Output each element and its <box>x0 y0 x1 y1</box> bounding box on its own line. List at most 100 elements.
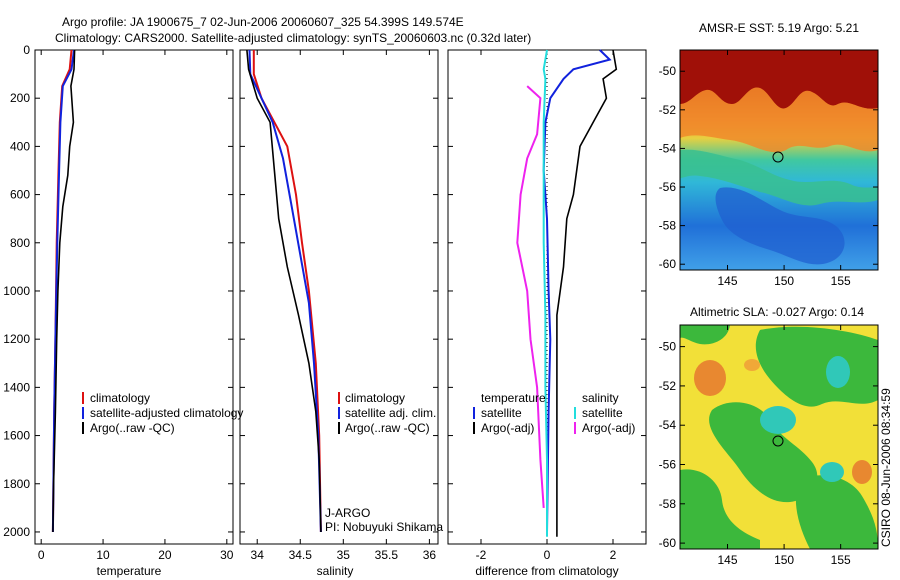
difference-xlabel: difference from climatology <box>475 564 618 578</box>
y-tick-label: -56 <box>659 458 677 472</box>
y-tick-label: 1600 <box>3 429 30 443</box>
x-tick-label: 34 <box>251 548 265 562</box>
salinity-blue-line <box>248 49 322 533</box>
float-program-label: J-ARGO <box>325 506 370 520</box>
y-tick-label: -60 <box>659 257 677 271</box>
sla-map-axes: 145 150 155 -50 -52 -54 -56 -58 -60 <box>659 325 878 567</box>
y-tick-label: 800 <box>10 236 30 250</box>
y-tick-label: 1800 <box>3 477 30 491</box>
legend-entry: satellite <box>481 406 522 420</box>
temperature-xlabel: temperature <box>97 564 162 578</box>
x-tick-label: 35 <box>337 548 351 562</box>
legend-entry: satellite adj. clim. <box>345 406 436 420</box>
y-tick-label: 400 <box>10 139 30 153</box>
salinity-black-line <box>246 49 322 533</box>
y-tick-label: 0 <box>23 43 30 57</box>
argo-position-marker <box>772 435 784 447</box>
sst-map-axes: 145 150 155 -50 -52 -54 -56 -58 -60 <box>659 50 878 288</box>
x-tick-label: 155 <box>831 553 851 567</box>
y-tick-label: 1200 <box>3 332 30 346</box>
sst-map-frame <box>679 49 879 271</box>
x-tick-label: 30 <box>220 548 234 562</box>
legend-entry: Argo(..raw -QC) <box>345 421 430 435</box>
sla-green-patch <box>680 469 760 549</box>
sla-map <box>680 325 878 549</box>
y-tick-label: -60 <box>659 536 677 550</box>
sla-green-patch <box>680 325 730 345</box>
x-tick-label: 20 <box>158 548 172 562</box>
legend-entry: Argo(-adj) <box>481 421 534 435</box>
sla-orange-eddy <box>694 360 726 396</box>
salinity-legend: climatology satellite adj. clim. Argo(..… <box>325 391 443 534</box>
x-tick-label: 155 <box>831 274 851 288</box>
sst-warm-front <box>680 50 878 109</box>
x-tick-label: 150 <box>774 553 794 567</box>
sla-cyan-eddy <box>820 462 844 482</box>
figure-title-line1: Argo profile: JA 1900675_7 02-Jun-2006 2… <box>62 15 464 29</box>
sla-green-patch <box>755 326 878 407</box>
argo-position-marker <box>772 151 784 163</box>
y-tick-label: -54 <box>659 141 677 155</box>
legend-salinity-title: salinity <box>582 391 619 405</box>
y-tick-label: -52 <box>659 103 677 117</box>
x-tick-label: 145 <box>718 274 738 288</box>
y-tick-label: 1000 <box>3 284 30 298</box>
x-tick-label: 36 <box>423 548 437 562</box>
x-tick-label: 10 <box>96 548 110 562</box>
x-tick-label: 0 <box>38 548 45 562</box>
x-tick-label: 150 <box>774 274 794 288</box>
sla-orange-eddy <box>744 359 760 371</box>
y-tick-label: 1400 <box>3 380 30 394</box>
y-tick-label: 2000 <box>3 525 30 539</box>
x-tick-label: 145 <box>718 553 738 567</box>
sla-green-patch <box>795 475 878 549</box>
sla-orange-eddy <box>852 460 872 484</box>
sla-map-title: Altimetric SLA: -0.027 Argo: 0.14 <box>690 305 864 319</box>
y-tick-label: 200 <box>10 91 30 105</box>
salinity-series <box>246 49 322 533</box>
timestamp-label: CSIRO 08-Jun-2006 08:34:59 <box>879 388 893 547</box>
difference-legend: temperature satellite Argo(-adj) salinit… <box>473 391 635 435</box>
pi-label: PI: Nobuyuki Shikama <box>325 520 443 534</box>
y-tick-label: -54 <box>659 418 677 432</box>
difference-cyan-line <box>542 49 548 537</box>
x-tick-label: 34.5 <box>289 548 313 562</box>
legend-entry: climatology <box>345 391 405 405</box>
x-tick-label: 2 <box>610 548 617 562</box>
sla-cyan-eddy <box>760 406 796 434</box>
legend-entry: Argo(-adj) <box>582 421 635 435</box>
legend-entry: satellite-adjusted climatology <box>90 406 243 420</box>
y-tick-label: -58 <box>659 219 677 233</box>
sst-map-title: AMSR-E SST: 5.19 Argo: 5.21 <box>699 21 859 35</box>
difference-black-line <box>556 49 618 537</box>
temperature-legend: climatology satellite-adjusted climatolo… <box>82 391 243 435</box>
y-tick-label: -52 <box>659 379 677 393</box>
difference-blue-line <box>542 49 612 533</box>
sst-blue-core <box>715 187 845 265</box>
temperature-axes: 0 10 20 30 0 200 400 600 800 1000 1200 1400 1600 1800… <box>3 43 234 562</box>
sst-green-band <box>680 149 878 206</box>
x-tick-label: 35.5 <box>375 548 399 562</box>
salinity-red-line <box>252 50 322 533</box>
temperature-series <box>51 49 76 533</box>
y-tick-label: -58 <box>659 497 677 511</box>
x-tick-label: -2 <box>476 548 487 562</box>
legend-entry: satellite <box>582 406 623 420</box>
figure-title-line2: Climatology: CARS2000. Satellite-adjuste… <box>55 31 531 45</box>
salinity-xlabel: salinity <box>317 564 354 578</box>
salinity-panel-frame <box>239 49 439 545</box>
temperature-blue-line <box>51 49 75 533</box>
salinity-axes: 34 34.5 35 35.5 36 <box>240 49 438 562</box>
legend-entry: Argo(..raw -QC) <box>90 421 175 435</box>
sla-cyan-eddy <box>826 356 850 388</box>
difference-magenta-line <box>516 85 545 508</box>
temperature-panel-frame <box>34 49 234 545</box>
legend-temperature-title: temperature <box>481 391 546 405</box>
legend-entry: climatology <box>90 391 150 405</box>
x-tick-label: 0 <box>544 548 551 562</box>
y-tick-label: 600 <box>10 188 30 202</box>
sla-green-patch <box>709 402 818 503</box>
y-tick-label: -50 <box>659 64 677 78</box>
y-tick-label: -50 <box>659 340 677 354</box>
